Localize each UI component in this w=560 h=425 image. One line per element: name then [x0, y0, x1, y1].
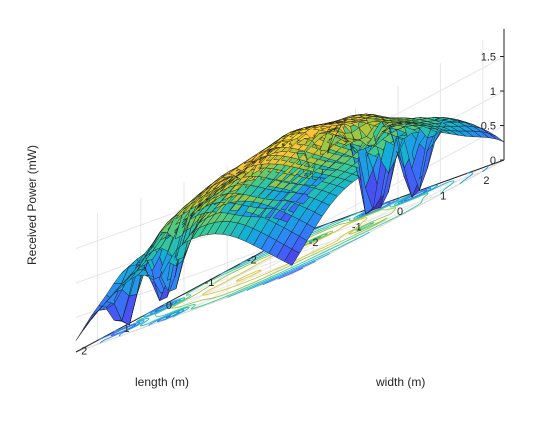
x-tick-label: 1 [123, 323, 129, 335]
y-tick-label: 0 [397, 206, 403, 218]
z-tick-label: 1 [490, 86, 496, 98]
z-tick-label: 0.5 [481, 121, 496, 133]
z-axis-label: Received Power (mW) [25, 145, 39, 265]
tick-labels: 0 0.5 1 1.5 -2 -1 0 1 2 -2 -1 0 1 2 [81, 52, 504, 358]
x-tick-label: -1 [205, 277, 215, 289]
y-tick-label: 2 [483, 175, 489, 187]
y-axis-line [75, 237, 289, 353]
x-axis-label: length (m) [135, 375, 189, 389]
y-tick-label: -2 [309, 237, 319, 249]
surface-mesh [75, 113, 505, 341]
x-tick-label: 0 [166, 300, 172, 312]
surface-patch [488, 132, 505, 143]
contour-line [154, 192, 429, 318]
x-tick-label: 2 [81, 346, 87, 358]
y-tick-label: -1 [352, 222, 362, 234]
z-tick-label: 0 [490, 155, 496, 167]
z-tick-label: 1.5 [481, 52, 496, 64]
y-tick-label: 1 [440, 190, 446, 202]
x-tick-label: -2 [247, 254, 257, 266]
y-axis-label: width (m) [375, 375, 425, 389]
